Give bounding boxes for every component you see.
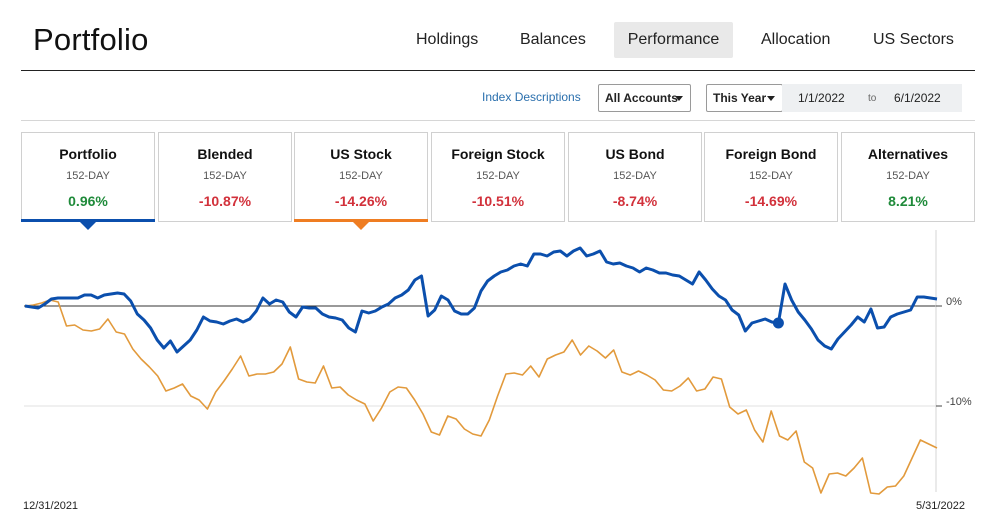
card-alternatives[interactable]: Alternatives 152-DAY 8.21% xyxy=(841,132,975,222)
x-start-label: 12/31/2021 xyxy=(23,500,79,512)
card-title: Alternatives xyxy=(867,146,949,162)
card-title: Portfolio xyxy=(59,146,117,162)
card-blended[interactable]: Blended 152-DAY -10.87% xyxy=(158,132,292,222)
card-foreign-bond[interactable]: Foreign Bond 152-DAY -14.69% xyxy=(704,132,838,222)
card-period: 152-DAY xyxy=(66,170,110,182)
tab-us-sectors[interactable]: US Sectors xyxy=(873,31,954,48)
chart-grid xyxy=(24,230,942,492)
card-us-bond[interactable]: US Bond 152-DAY -8.74% xyxy=(568,132,702,222)
series-line-portfolio[interactable] xyxy=(24,246,938,354)
card-period: 152-DAY xyxy=(339,170,383,182)
period-select-value: This Year xyxy=(713,91,767,105)
card-period: 152-DAY xyxy=(749,170,793,182)
card-title: Foreign Bond xyxy=(725,146,817,162)
card-title: US Stock xyxy=(330,146,392,162)
card-return-value: -10.51% xyxy=(471,193,525,209)
card-return-value: -10.87% xyxy=(198,193,252,209)
tab-balances[interactable]: Balances xyxy=(520,31,586,48)
selected-underline xyxy=(21,219,155,222)
selected-underline xyxy=(294,219,428,222)
tab-allocation[interactable]: Allocation xyxy=(761,31,831,48)
chevron-down-icon xyxy=(675,96,683,101)
card-period: 152-DAY xyxy=(476,170,520,182)
series-line-us-stock[interactable] xyxy=(24,299,938,495)
card-title: US Bond xyxy=(605,146,665,162)
date-range: 1/1/2022 to 6/1/2022 xyxy=(782,84,962,112)
card-return-value: -8.74% xyxy=(612,193,658,209)
accounts-select-value: All Accounts xyxy=(605,91,678,105)
card-period: 152-DAY xyxy=(613,170,657,182)
selected-pointer-icon xyxy=(352,221,370,230)
card-return-value: -14.26% xyxy=(334,193,388,209)
card-period: 152-DAY xyxy=(886,170,930,182)
card-title: Blended xyxy=(197,146,253,162)
controls-divider xyxy=(21,120,975,121)
hover-point-marker[interactable] xyxy=(772,317,784,329)
y-tick-label-1: -10% xyxy=(946,396,972,408)
header-divider xyxy=(21,70,975,71)
accounts-select[interactable]: All Accounts xyxy=(598,84,691,112)
date-range-to-label: to xyxy=(868,93,877,104)
card-period: 152-DAY xyxy=(203,170,247,182)
card-return-value: 8.21% xyxy=(888,193,928,209)
y-tick-label-0: 0% xyxy=(946,296,962,308)
index-descriptions-link[interactable]: Index Descriptions xyxy=(482,90,581,104)
selected-pointer-icon xyxy=(79,221,97,230)
card-foreign-stock[interactable]: Foreign Stock 152-DAY -10.51% xyxy=(431,132,565,222)
tab-holdings[interactable]: Holdings xyxy=(416,31,479,48)
chart-series xyxy=(24,246,938,495)
x-end-label: 5/31/2022 xyxy=(916,500,965,512)
card-title: Foreign Stock xyxy=(451,146,545,162)
chevron-down-icon xyxy=(767,96,775,101)
card-return-value: 0.96% xyxy=(68,193,108,209)
card-portfolio[interactable]: Portfolio 152-DAY 0.96% xyxy=(21,132,155,222)
period-select[interactable]: This Year xyxy=(706,84,783,112)
chart-markers xyxy=(772,317,784,329)
card-return-value: -14.69% xyxy=(744,193,798,209)
card-us-stock[interactable]: US Stock 152-DAY -14.26% xyxy=(294,132,428,222)
tab-performance[interactable]: Performance xyxy=(614,22,733,58)
page-title: Portfolio xyxy=(33,22,149,57)
end-date-field[interactable]: 6/1/2022 xyxy=(894,91,941,105)
performance-chart xyxy=(24,230,942,495)
start-date-field[interactable]: 1/1/2022 xyxy=(798,91,845,105)
